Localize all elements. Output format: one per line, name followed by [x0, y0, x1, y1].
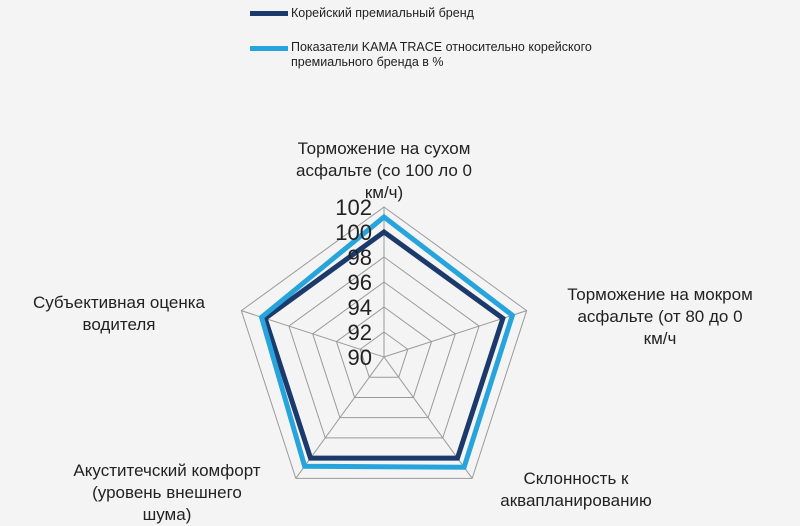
legend-swatch-korean-brand	[250, 11, 288, 16]
axis-label-3-line-2: шума)	[143, 505, 192, 524]
axis-label-4-line-1: водителя	[83, 315, 156, 334]
tick-label-98: 98	[348, 245, 372, 270]
series-line-1	[258, 213, 516, 470]
legend-label-kama-trace-line2: премиального бренда в %	[291, 55, 444, 69]
axis-label-0-line-2: км/ч)	[365, 183, 403, 202]
tick-label-102: 102	[335, 195, 372, 220]
grid-ring-4	[288, 256, 480, 439]
axis-label-3-line-1: (уровень внешнего	[92, 483, 242, 502]
tick-label-92: 92	[348, 320, 372, 345]
tick-label-94: 94	[348, 295, 372, 320]
tick-label-100: 100	[335, 220, 372, 245]
axis-label-0-line-1: асфальте (со 100 ло 0	[296, 161, 472, 180]
grid-ring-6	[240, 206, 528, 479]
axis-label-1-line-1: асфальте (от 80 до 0	[577, 307, 742, 326]
legend-label-kama-trace-line1: Показатели KAMA TRACE относительно корей…	[291, 40, 592, 54]
axis-label-2-line-1: аквапланированию	[500, 491, 652, 510]
legend-label-korean-brand: Корейский премиальный бренд	[291, 6, 474, 20]
axis-label-3-line-0: Акуститечский комфорт	[73, 461, 260, 480]
axis-label-1-line-2: км/ч	[644, 329, 677, 348]
tick-label-96: 96	[348, 270, 372, 295]
series-line-0	[262, 228, 506, 461]
axis-label-4-line-0: Субъективная оценка	[33, 293, 206, 312]
grid-ring-3	[312, 281, 456, 419]
grid-ring-1	[359, 331, 409, 378]
tick-label-90: 90	[348, 345, 372, 370]
axis-label-1-line-0: Торможение на мокром	[567, 285, 753, 304]
axis-label-2-line-0: Склонность к	[523, 469, 629, 488]
grid-ring-2	[335, 306, 433, 398]
legend-swatch-kama-trace	[250, 46, 288, 51]
axis-label-0-line-0: Торможение на сухом	[298, 139, 471, 158]
